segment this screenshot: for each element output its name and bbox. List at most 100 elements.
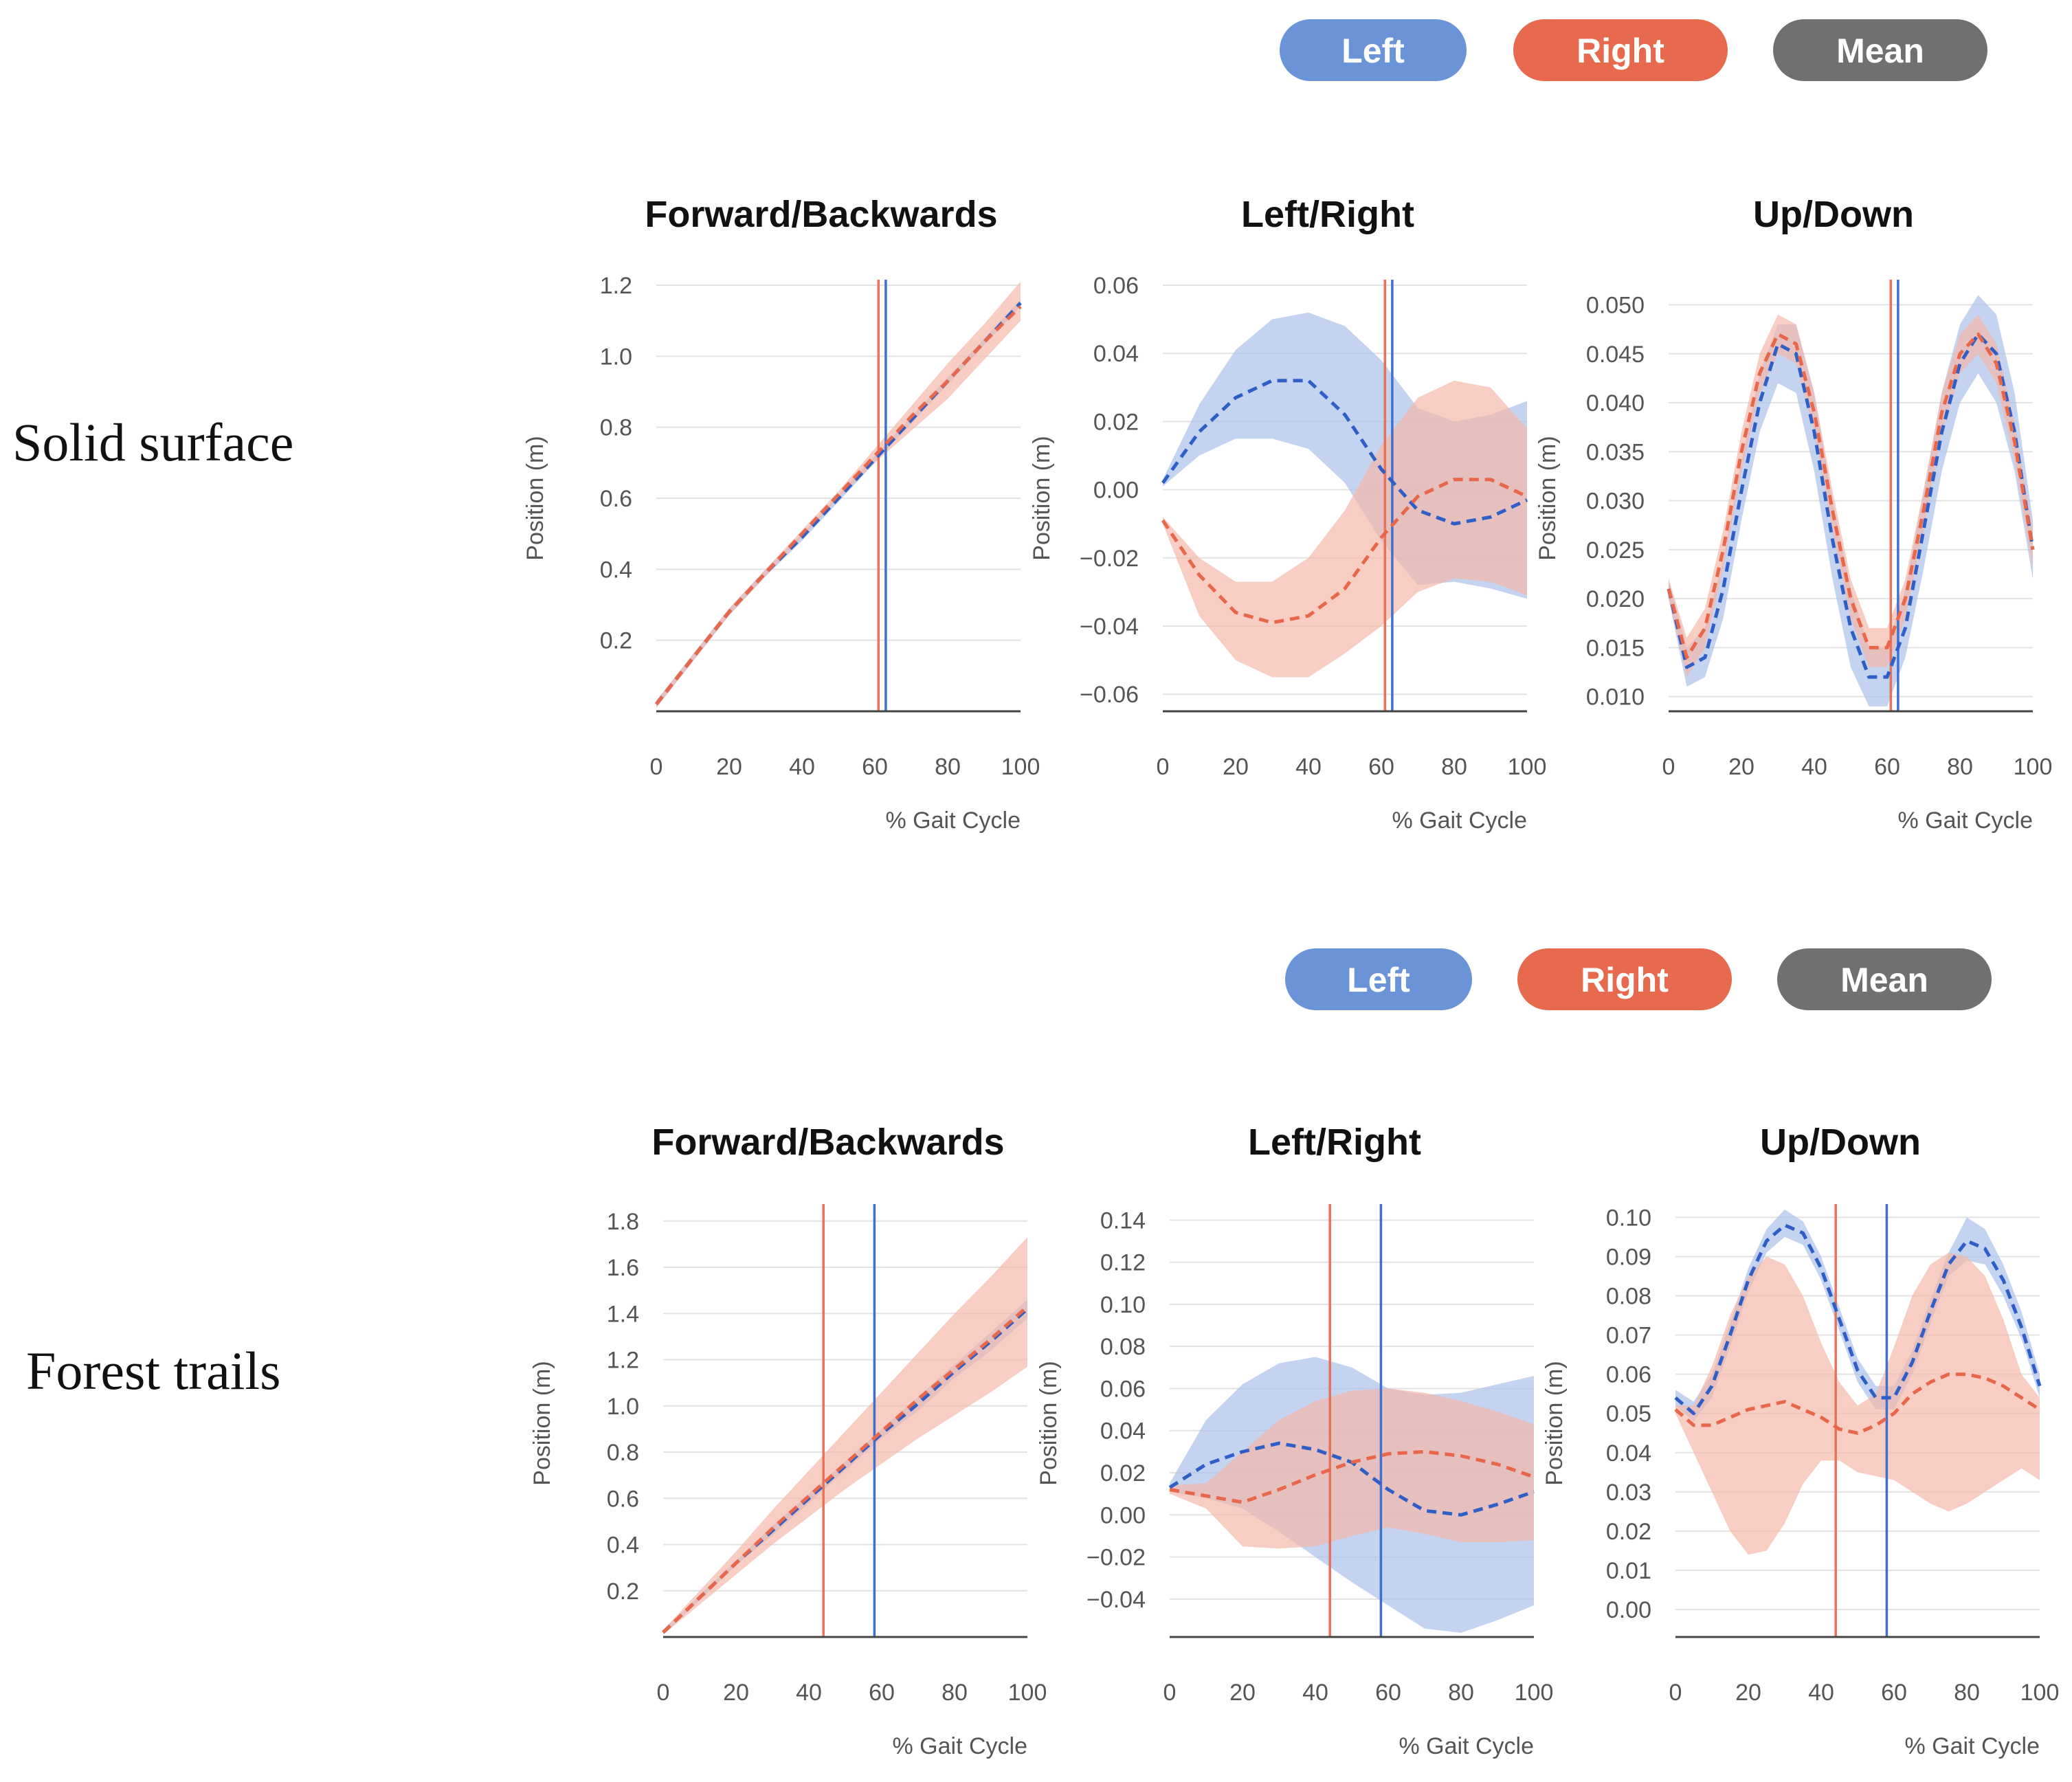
y-tick-label: 0.06 (1606, 1362, 1651, 1388)
x-tick-label: 80 (942, 1680, 968, 1706)
x-axis-label: % Gait Cycle (1905, 1733, 2040, 1759)
x-tick-label: 0 (657, 1680, 670, 1706)
legend-row-2: Left Right Mean (1285, 948, 1992, 1010)
y-tick-label: 0.6 (607, 1486, 639, 1512)
x-tick-label: 40 (1801, 754, 1827, 780)
legend-right-pill[interactable]: Right (1513, 19, 1728, 81)
chart-title: Up/Down (1753, 194, 1914, 235)
chart-title: Left/Right (1248, 1122, 1421, 1163)
chart-forest-forward-backwards: Forward/Backwards 1.8 1.6 1.4 1.2 1.0 0.8 0.6 0.… (529, 1122, 1047, 1759)
legend-mean-label: Mean (1840, 961, 1928, 999)
y-tick-label: 0.07 (1606, 1323, 1651, 1349)
y-tick-label: 1.2 (607, 1348, 639, 1374)
x-tick-label: 80 (935, 754, 961, 780)
x-tick-label: 100 (2020, 1680, 2060, 1706)
y-tick-label: 0.00 (1100, 1502, 1146, 1528)
y-tick-label: 0.045 (1586, 342, 1645, 368)
y-tick-label: 0.015 (1586, 635, 1645, 661)
y-tick-label: 0.050 (1586, 293, 1645, 319)
y-tick-label: 0.01 (1606, 1558, 1651, 1584)
x-tick-label: 40 (1302, 1680, 1328, 1706)
y-tick-label: 1.0 (600, 344, 632, 370)
x-tick-label: 60 (862, 754, 888, 780)
x-tick-label: 60 (1874, 754, 1900, 780)
y-tick-label: 0.08 (1100, 1334, 1146, 1360)
x-axis-label: % Gait Cycle (1399, 1733, 1535, 1759)
y-tick-label: 0.2 (607, 1579, 639, 1605)
x-tick-label: 0 (1662, 754, 1675, 780)
chart-forest-left-right: Left/Right 0.14 0.12 0.10 0.08 0.06 0.04 0.02 0.… (1036, 1122, 1553, 1759)
confidence-band-right (1675, 1252, 2040, 1555)
y-tick-label: 0.025 (1586, 537, 1645, 564)
legend-left-label: Left (1341, 32, 1405, 70)
y-tick-label: 0.030 (1586, 489, 1645, 515)
y-tick-label: 0.04 (1093, 341, 1139, 367)
x-axis-label: % Gait Cycle (1392, 808, 1528, 834)
chart-solid-forward-backwards: Forward/Backwards 1.2 1.0 0.8 0.6 0.4 0.2 0 20 40… (522, 194, 1040, 834)
x-tick-label: 80 (1947, 754, 1973, 780)
x-tick-label: 40 (796, 1680, 822, 1706)
y-tick-label: 0.05 (1606, 1401, 1651, 1427)
legend-mean-pill[interactable]: Mean (1773, 19, 1987, 81)
x-tick-label: 60 (1881, 1680, 1907, 1706)
y-tick-label: 1.8 (607, 1209, 639, 1235)
y-tick-label: 1.2 (600, 273, 632, 299)
y-tick-label: 0.10 (1606, 1205, 1651, 1231)
x-tick-label: 20 (1223, 754, 1249, 780)
mean-line-right (662, 1305, 1029, 1634)
y-tick-label: 0.12 (1100, 1250, 1146, 1276)
y-tick-label: 0.09 (1606, 1244, 1651, 1270)
confidence-band-right (1163, 380, 1527, 678)
y-tick-label: 1.4 (607, 1301, 639, 1327)
chart-solid-left-right: Left/Right 0.06 0.04 0.02 0.00 −0.02 −0.04 −0.0… (1029, 194, 1546, 834)
y-tick-label: 0.08 (1606, 1284, 1651, 1310)
legend-left-pill[interactable]: Left (1280, 19, 1467, 81)
y-tick-label: 0.06 (1093, 273, 1139, 299)
x-tick-label: 60 (1375, 1680, 1401, 1706)
legend-right-label: Right (1581, 961, 1669, 999)
x-tick-label: 60 (1368, 754, 1394, 780)
y-tick-label: 0.035 (1586, 439, 1645, 465)
y-tick-label: −0.06 (1080, 682, 1139, 708)
x-tick-label: 0 (650, 754, 663, 780)
x-tick-label: 20 (723, 1680, 749, 1706)
x-tick-label: 100 (1001, 754, 1040, 780)
confidence-band-right (1669, 314, 2033, 678)
y-tick-label: 0.03 (1606, 1480, 1651, 1506)
y-axis-label: Position (m) (1036, 1361, 1062, 1485)
chart-solid-up-down: Up/Down 0.050 0.045 0.040 0.035 0.030 0.025 0.0… (1535, 194, 2052, 834)
x-tick-label: 80 (1448, 1680, 1474, 1706)
y-tick-label: 0.8 (607, 1440, 639, 1466)
legend-right-pill[interactable]: Right (1517, 948, 1732, 1010)
chart-title: Forward/Backwards (651, 1122, 1004, 1163)
confidence-band-right (663, 1237, 1027, 1635)
x-tick-label: 80 (1954, 1680, 1980, 1706)
y-tick-label: 0.10 (1100, 1292, 1146, 1318)
mean-line-left (1674, 1223, 2042, 1416)
y-tick-label: 0.00 (1093, 478, 1139, 504)
mean-line-left (1161, 379, 1528, 526)
legend-left-pill[interactable]: Left (1285, 948, 1472, 1010)
y-axis-label: Position (m) (522, 436, 548, 560)
x-tick-label: 20 (1735, 1680, 1761, 1706)
y-tick-label: 0.4 (600, 557, 632, 583)
legend-mean-label: Mean (1836, 32, 1924, 70)
y-axis-label: Position (m) (529, 1361, 555, 1485)
x-tick-label: 0 (1157, 754, 1170, 780)
legend-mean-pill[interactable]: Mean (1777, 948, 1992, 1010)
y-tick-label: 1.0 (607, 1394, 639, 1420)
chart-forest-up-down: Up/Down 0.10 0.09 0.08 0.07 0.06 0.05 0.04 0.03 0… (1541, 1122, 2059, 1759)
x-tick-label: 100 (1508, 754, 1547, 780)
y-axis-label: Position (m) (1029, 436, 1055, 560)
y-tick-label: 0.14 (1100, 1207, 1146, 1234)
chart-title: Forward/Backwards (645, 194, 997, 235)
chart-title: Up/Down (1760, 1122, 1921, 1163)
x-tick-label: 60 (869, 1680, 895, 1706)
row-label-solid-surface: Solid surface (12, 412, 293, 472)
legend-right-label: Right (1577, 32, 1664, 70)
y-tick-label: 0.02 (1100, 1460, 1146, 1486)
x-tick-label: 100 (1515, 1680, 1554, 1706)
mean-line-right (655, 305, 1022, 706)
y-tick-label: 0.02 (1606, 1519, 1651, 1545)
y-tick-label: −0.04 (1087, 1587, 1146, 1613)
